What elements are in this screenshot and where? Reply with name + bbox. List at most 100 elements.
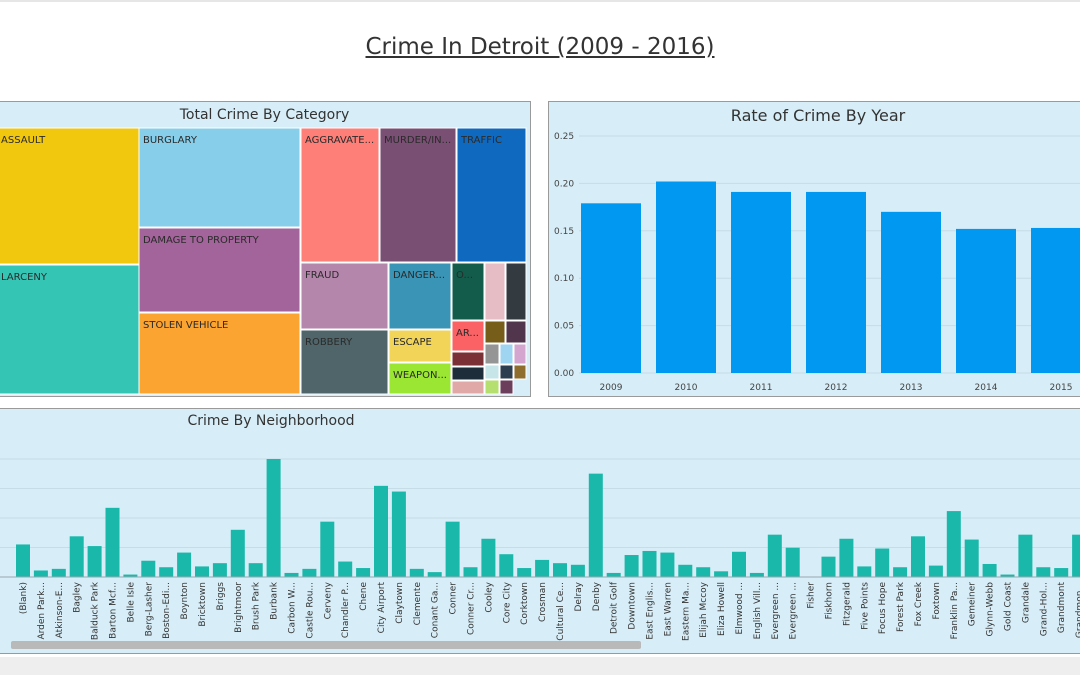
neighborhood-bar[interactable] bbox=[821, 556, 836, 577]
neighborhood-bar[interactable] bbox=[248, 563, 263, 577]
horizontal-scrollbar[interactable] bbox=[11, 641, 641, 649]
neighborhood-bar[interactable] bbox=[481, 538, 496, 577]
neighborhood-bar[interactable] bbox=[767, 534, 782, 577]
treemap-small-tile[interactable] bbox=[484, 364, 500, 380]
neighborhood-bar[interactable] bbox=[642, 550, 657, 577]
neighborhood-bar[interactable] bbox=[964, 539, 979, 577]
neighborhood-bar[interactable] bbox=[1000, 574, 1015, 577]
neighborhood-bar[interactable] bbox=[51, 568, 66, 577]
treemap-tile[interactable]: BURGLARY bbox=[138, 127, 301, 228]
neighborhood-bar[interactable] bbox=[320, 521, 335, 577]
treemap-small-tile[interactable] bbox=[484, 343, 500, 365]
neighborhood-bar[interactable] bbox=[195, 566, 209, 577]
neighborhood-bar[interactable] bbox=[391, 491, 406, 577]
rate-bar[interactable] bbox=[1031, 227, 1080, 373]
treemap-tile[interactable]: ROBBERY bbox=[300, 329, 389, 395]
neighborhood-bar[interactable] bbox=[517, 568, 532, 577]
neighborhood-bar[interactable] bbox=[212, 563, 227, 577]
neighborhood-bar[interactable] bbox=[87, 546, 102, 577]
rate-chart[interactable]: 0.00 0.05 0.10 0.15 0.20 0.25 2009 2010 2011 2012… bbox=[549, 102, 1080, 397]
treemap-tile[interactable]: AGGRAVATE... bbox=[300, 127, 380, 263]
treemap-small-tile[interactable] bbox=[499, 364, 514, 380]
treemap-tile[interactable]: O... bbox=[451, 262, 485, 321]
neighborhood-bar[interactable] bbox=[911, 536, 925, 577]
neighborhood-chart[interactable]: (Blank) Arden Park... Atkinson-E... Bagley B… bbox=[0, 409, 1080, 654]
neighborhood-bar[interactable] bbox=[839, 538, 854, 577]
neighborhood-bar[interactable] bbox=[445, 521, 460, 577]
treemap-small-tile[interactable] bbox=[451, 351, 485, 367]
neighborhood-bar[interactable] bbox=[374, 485, 388, 577]
neighborhood-bar[interactable] bbox=[624, 555, 639, 577]
neighborhood-bar[interactable] bbox=[714, 571, 729, 577]
neighborhood-bar[interactable] bbox=[982, 563, 997, 577]
rate-bar[interactable] bbox=[656, 181, 716, 373]
neighborhood-bar[interactable] bbox=[69, 536, 84, 577]
neighborhood-bar[interactable] bbox=[266, 459, 281, 577]
neighborhood-bar[interactable] bbox=[177, 552, 192, 577]
rate-bar[interactable] bbox=[731, 191, 791, 373]
neighborhood-bar[interactable] bbox=[749, 572, 764, 577]
neighborhood-bar[interactable] bbox=[302, 568, 317, 577]
rate-chart-panel[interactable]: Rate of Crime By Year 0.00 0.05 0.10 0.15 0.… bbox=[548, 101, 1080, 397]
neighborhood-bar[interactable] bbox=[1054, 568, 1069, 577]
neighborhood-bar[interactable] bbox=[928, 565, 943, 577]
neighborhood-bar[interactable] bbox=[946, 511, 961, 577]
neighborhood-bar[interactable] bbox=[785, 547, 800, 577]
neighborhood-bar[interactable] bbox=[1036, 567, 1051, 577]
neighborhood-panel[interactable]: Crime By Neighborhood (Blank) Arden Park.… bbox=[0, 408, 1080, 654]
neighborhood-bar[interactable] bbox=[16, 544, 30, 577]
rate-bar[interactable] bbox=[956, 228, 1016, 373]
neighborhood-bar[interactable] bbox=[570, 564, 585, 577]
neighborhood-bar[interactable] bbox=[857, 566, 872, 577]
treemap-small-tile[interactable] bbox=[484, 262, 506, 321]
treemap-tile[interactable]: DAMAGE TO PROPERTY bbox=[138, 227, 301, 313]
neighborhood-bar[interactable] bbox=[409, 568, 424, 577]
treemap-tile[interactable]: ASSAULT bbox=[0, 127, 140, 265]
neighborhood-bar[interactable] bbox=[499, 554, 514, 577]
treemap-tile[interactable]: STOLEN VEHICLE bbox=[138, 312, 301, 395]
neighborhood-bar[interactable] bbox=[875, 548, 890, 577]
treemap-small-tile[interactable] bbox=[513, 364, 527, 380]
neighborhood-bar[interactable] bbox=[1072, 534, 1080, 577]
treemap-panel[interactable]: Total Crime By Category ASSAULT BURGLARY A… bbox=[0, 101, 531, 397]
treemap-tile[interactable]: MURDER/IN... bbox=[379, 127, 457, 263]
neighborhood-bar[interactable] bbox=[1018, 534, 1033, 577]
neighborhood-bar[interactable] bbox=[33, 570, 48, 577]
treemap-tile[interactable]: TRAFFIC bbox=[456, 127, 527, 263]
treemap-small-tile[interactable] bbox=[484, 379, 500, 395]
neighborhood-bar[interactable] bbox=[535, 559, 550, 577]
treemap-tile[interactable]: DANGER... bbox=[388, 262, 452, 330]
neighborhood-bar[interactable] bbox=[427, 572, 442, 577]
treemap-small-tile[interactable] bbox=[499, 343, 514, 365]
neighborhood-bar[interactable] bbox=[105, 507, 120, 577]
neighborhood-bar[interactable] bbox=[284, 572, 299, 577]
rate-bar[interactable] bbox=[881, 211, 941, 373]
treemap-tile[interactable]: AR... bbox=[451, 320, 485, 352]
rate-bar[interactable] bbox=[806, 191, 866, 373]
treemap-small-tile[interactable] bbox=[451, 366, 485, 381]
neighborhood-bar[interactable] bbox=[553, 563, 567, 577]
treemap-small-tile[interactable] bbox=[513, 343, 527, 365]
neighborhood-bar[interactable] bbox=[141, 560, 156, 577]
neighborhood-bar[interactable] bbox=[660, 552, 675, 577]
neighborhood-bar[interactable] bbox=[463, 567, 478, 577]
treemap-tile[interactable]: WEAPON... bbox=[388, 362, 452, 395]
treemap-tile[interactable]: FRAUD bbox=[300, 262, 389, 330]
treemap-small-tile[interactable] bbox=[484, 320, 506, 344]
treemap-small-tile[interactable] bbox=[505, 262, 527, 321]
treemap-small-tile[interactable] bbox=[499, 379, 514, 395]
treemap-tile[interactable]: ESCAPE bbox=[388, 329, 452, 363]
neighborhood-bar[interactable] bbox=[159, 567, 174, 577]
neighborhood-bar[interactable] bbox=[732, 551, 746, 577]
neighborhood-bar[interactable] bbox=[356, 568, 371, 577]
neighborhood-bar[interactable] bbox=[678, 564, 693, 577]
neighborhood-bar[interactable] bbox=[696, 567, 711, 577]
treemap-chart[interactable]: ASSAULT BURGLARY AGGRAVATE... MURDER/IN... T… bbox=[0, 102, 531, 397]
neighborhood-bar[interactable] bbox=[588, 473, 603, 577]
treemap-small-tile[interactable] bbox=[505, 320, 527, 344]
neighborhood-bar[interactable] bbox=[123, 574, 138, 577]
rate-bar[interactable] bbox=[581, 203, 641, 373]
neighborhood-bar[interactable] bbox=[338, 561, 353, 577]
neighborhood-bar[interactable] bbox=[230, 529, 245, 577]
treemap-small-tile[interactable] bbox=[451, 380, 485, 395]
